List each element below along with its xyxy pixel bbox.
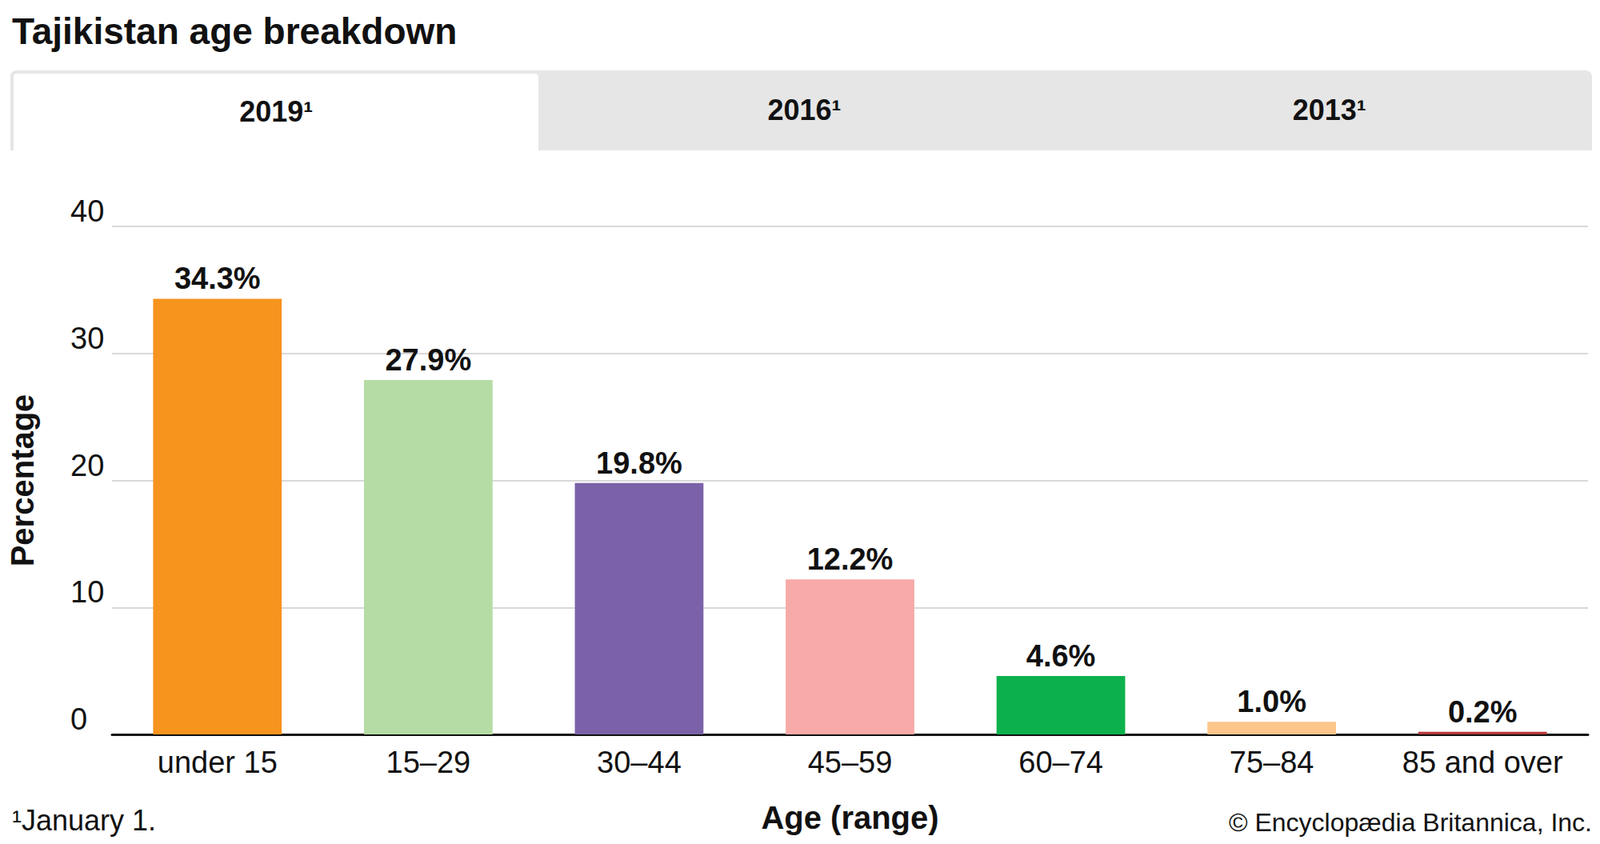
svg-text:Age (range): Age (range) [760, 800, 939, 836]
html-text:2019¹: 2019¹ [239, 95, 313, 128]
svg-text:75–84: 75–84 [1229, 745, 1315, 780]
svg-text:45–59: 45–59 [808, 745, 893, 780]
svg-text:1.0%: 1.0% [1236, 684, 1307, 719]
html-text:¹January 1.: ¹January 1. [12, 804, 157, 837]
html-text:2016¹: 2016¹ [767, 93, 842, 127]
svg-text:85 and over: 85 and over [1402, 745, 1564, 780]
svg-text:40: 40 [70, 194, 104, 228]
html-text:Tajikistan age breakdown: Tajikistan age breakdown [12, 10, 458, 52]
svg-text:10: 10 [70, 575, 104, 609]
svg-text:12.2%: 12.2% [807, 542, 894, 576]
svg-text:0.2%: 0.2% [1448, 695, 1518, 729]
svg-text:60–74: 60–74 [1018, 745, 1104, 780]
svg-text:30–44: 30–44 [596, 745, 682, 780]
svg-text:20: 20 [70, 448, 104, 483]
svg-text:under 15: under 15 [157, 745, 278, 780]
svg-text:15–29: 15–29 [386, 745, 472, 780]
svg-text:19.8%: 19.8% [596, 446, 683, 480]
svg-text:30: 30 [70, 321, 104, 356]
svg-text:4.6%: 4.6% [1026, 639, 1096, 673]
svg-text:Percentage: Percentage [4, 394, 40, 568]
html-text:© Encyclopædia Britannica, Inc: © Encyclopædia Britannica, Inc. [1228, 808, 1592, 837]
svg-text:27.9%: 27.9% [384, 343, 472, 377]
html-text:2013¹: 2013¹ [1292, 93, 1367, 127]
svg-text:34.3%: 34.3% [174, 261, 261, 296]
svg-text:0: 0 [70, 702, 88, 736]
